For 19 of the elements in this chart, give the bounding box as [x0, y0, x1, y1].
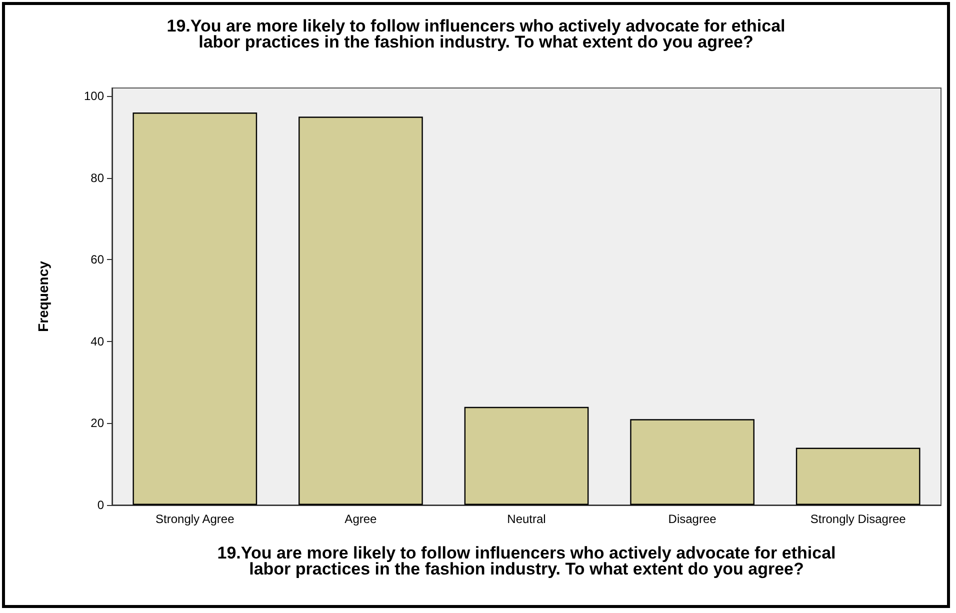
y-tick-label: 40 — [90, 334, 104, 348]
bar — [464, 406, 589, 505]
y-tick-label: 20 — [90, 416, 104, 430]
y-axis-title: Frequency — [35, 260, 51, 332]
x-tick-label: Strongly Disagree — [810, 512, 906, 526]
x-tick-label: Agree — [344, 512, 378, 526]
x-tick-label: Disagree — [668, 512, 717, 526]
x-axis-title: 19.You are more likely to follow influencers who actively advocate for ethical labor practices in the fashion industry. To what extent do you agree? — [217, 544, 836, 578]
bar — [298, 116, 423, 505]
bar — [796, 448, 920, 505]
y-tick-label: 100 — [84, 89, 104, 104]
chart-title: 19.You are more likely to follow influencers who actively advocate for ethical labor practices in the fashion industry. To what extent do you agree? — [166, 16, 786, 52]
bar — [132, 112, 258, 505]
x-tick-label: Neutral — [507, 512, 546, 526]
y-tick-label: 0 — [97, 498, 104, 512]
y-tick-label: 80 — [90, 170, 104, 185]
bar — [630, 419, 754, 505]
x-tick-label: Strongly Agree — [156, 512, 235, 526]
y-tick-label: 60 — [90, 252, 104, 267]
